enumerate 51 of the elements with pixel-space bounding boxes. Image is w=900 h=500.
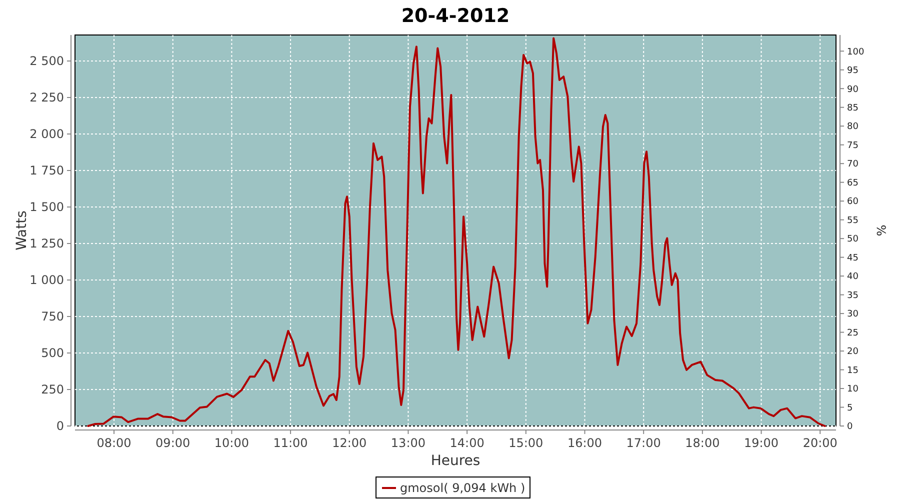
y2-tick-label: 55 (847, 216, 858, 226)
x-tick-label: 12:00 (332, 436, 367, 450)
y-tick-label: 750 (41, 310, 64, 324)
y2-tick-label: 10 (847, 384, 859, 395)
x-tick-label: 19:00 (744, 436, 779, 450)
y2-tick-label: 70 (847, 160, 859, 170)
chart-title: 20-4-2012 (401, 5, 510, 27)
x-tick-label: 16:00 (567, 436, 602, 450)
y2-tick-label: 40 (847, 272, 859, 282)
x-tick-label: 15:00 (508, 436, 544, 450)
y2-tick-label: 0 (847, 422, 853, 432)
y-axis-title: Watts (14, 210, 30, 250)
x-tick-label: 18:00 (685, 436, 720, 450)
y2-tick-label: 5 (847, 403, 853, 414)
y2-tick-label: 100 (847, 47, 864, 58)
y-tick-label: 1 000 (30, 273, 64, 288)
y-tick-label: 250 (41, 382, 64, 397)
x-tick-label: 17:00 (626, 436, 661, 450)
y2-tick-label: 45 (847, 253, 858, 264)
y2-tick-label: 65 (847, 178, 858, 188)
y-tick-label: 2 250 (30, 90, 64, 105)
y2-tick-label: 60 (847, 197, 859, 208)
y-tick-label: 1 500 (30, 200, 64, 214)
x-tick-label: 08:00 (96, 436, 132, 450)
x-tick-label: 13:00 (390, 436, 426, 450)
y-tick-label: 0 (56, 419, 64, 434)
y2-tick-label: 95 (847, 66, 858, 76)
y2-tick-label: 35 (847, 290, 858, 301)
x-tick-label: 14:00 (450, 436, 484, 450)
x-axis-title: Heures (430, 453, 480, 469)
y2-tick-label: 90 (847, 84, 859, 95)
y-tick-label: 1 750 (30, 164, 64, 178)
y2-tick-label: 25 (847, 328, 858, 338)
x-tick-label: 10:00 (214, 436, 249, 450)
x-tick-label: 09:00 (156, 436, 190, 450)
legend-label: gmosol( 9,094 kWh ) (400, 481, 526, 496)
line-series (87, 37, 826, 427)
y-tick-label: 2 500 (30, 54, 64, 68)
y2-tick-label: 50 (847, 234, 859, 245)
y2-axis-title: % (874, 224, 888, 236)
y2-tick-label: 30 (847, 310, 859, 320)
y2-tick-label: 15 (847, 366, 858, 376)
x-tick-label: 11:00 (273, 436, 308, 450)
y-tick-label: 1 250 (30, 236, 64, 251)
y2-tick-label: 75 (847, 140, 858, 151)
x-tick-label: 20:00 (802, 436, 838, 450)
y2-tick-label: 85 (847, 104, 858, 114)
y2-tick-label: 80 (847, 122, 859, 132)
y-tick-label: 500 (41, 346, 64, 360)
y-tick-label: 2 000 (30, 127, 64, 142)
y2-tick-label: 20 (847, 347, 859, 358)
